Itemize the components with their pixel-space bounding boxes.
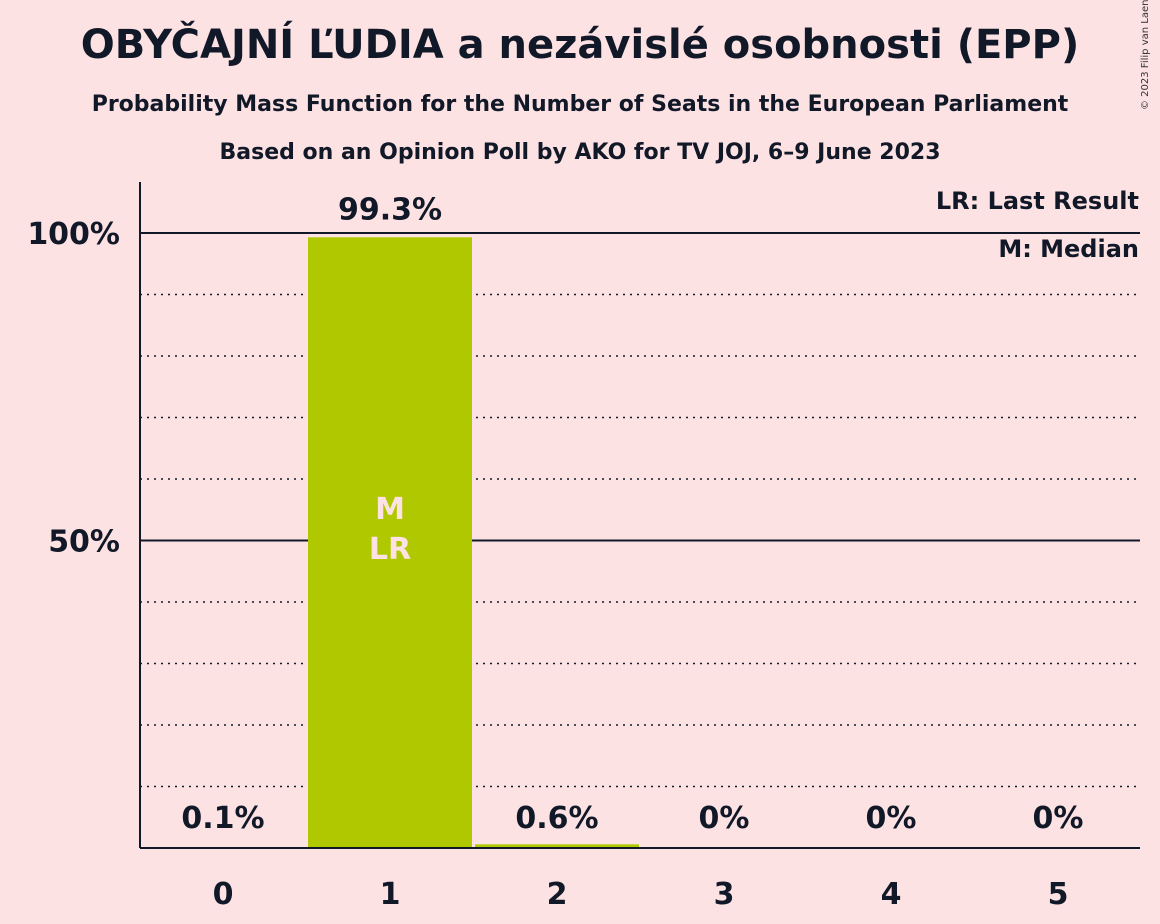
data-label: 0% [1033,801,1084,836]
last-result-marker: LR [369,532,411,567]
x-tick-label: 2 [547,877,568,912]
x-tick-label: 5 [1048,877,1069,912]
x-tick-label: 1 [380,877,401,912]
data-label: 0.1% [181,801,264,836]
data-label: 0% [866,801,917,836]
bar-seat-1 [308,237,472,848]
data-label: 0% [699,801,750,836]
data-label: 99.3% [338,192,442,227]
chart-subtitle: Probability Mass Function for the Number… [91,92,1069,117]
bar-seat-2 [475,844,639,848]
legend-last-result: LR: Last Result [936,187,1139,215]
y-tick-label: 100% [27,217,120,252]
x-tick-label: 0 [213,877,234,912]
y-tick-label: 50% [48,525,120,560]
x-tick-label: 3 [714,877,735,912]
median-marker: M [375,492,405,527]
data-label: 0.6% [515,801,598,836]
chart-title: OBYČAJNÍ ĽUDIA a nezávislé osobnosti (EP… [80,22,1080,68]
x-tick-label: 4 [881,877,902,912]
chart-source: Based on an Opinion Poll by AKO for TV J… [219,140,941,165]
legend-median: M: Median [998,235,1139,263]
